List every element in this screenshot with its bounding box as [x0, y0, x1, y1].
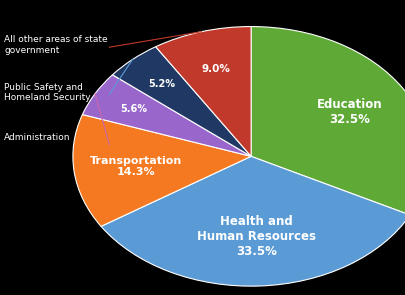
Wedge shape	[82, 75, 251, 156]
Text: Health and
Human Resources
33.5%: Health and Human Resources 33.5%	[197, 215, 316, 258]
Text: 5.2%: 5.2%	[149, 79, 176, 89]
Text: Public Safety and
Homeland Security: Public Safety and Homeland Security	[4, 83, 91, 102]
Wedge shape	[251, 27, 405, 215]
Text: Education
32.5%: Education 32.5%	[317, 98, 383, 126]
Text: Administration: Administration	[4, 133, 70, 142]
Text: Transportation
14.3%: Transportation 14.3%	[90, 156, 182, 177]
Wedge shape	[101, 156, 405, 286]
Text: All other areas of state
government: All other areas of state government	[4, 35, 108, 55]
Wedge shape	[73, 114, 251, 226]
Wedge shape	[113, 47, 251, 156]
Text: 5.6%: 5.6%	[121, 104, 147, 114]
Wedge shape	[156, 27, 251, 156]
Text: 9.0%: 9.0%	[202, 64, 231, 74]
